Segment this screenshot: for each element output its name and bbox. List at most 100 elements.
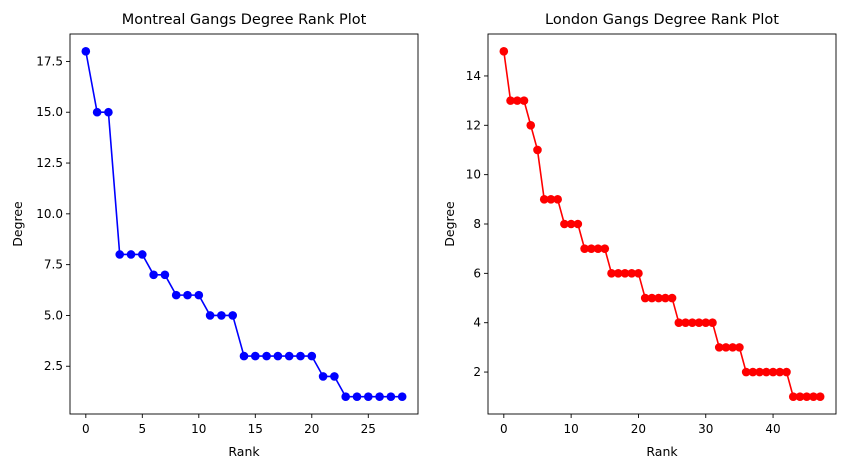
chart-title: Montreal Gangs Degree Rank Plot <box>122 12 367 28</box>
data-point <box>138 250 147 259</box>
data-point <box>708 318 717 328</box>
data-point <box>762 367 771 377</box>
data-point <box>735 343 744 352</box>
y-tick-label: 12.5 <box>36 156 63 170</box>
data-point <box>228 311 238 320</box>
data-point <box>775 367 785 377</box>
data-point <box>519 96 529 105</box>
data-point <box>149 270 158 280</box>
data-point <box>284 351 294 361</box>
data-point <box>782 367 791 377</box>
y-tick-label: 5.0 <box>44 308 63 322</box>
data-point <box>681 318 690 328</box>
data-point <box>499 46 509 56</box>
x-tick-label: 20 <box>631 422 646 436</box>
data-point <box>273 351 283 361</box>
x-axis-label: Rank <box>646 444 678 459</box>
x-tick-label: 40 <box>765 422 780 436</box>
data-point <box>239 351 249 361</box>
london-chart: London Gangs Degree Rank Plot Rank Degre… <box>442 12 837 459</box>
y-tick-label: 15.0 <box>36 105 63 119</box>
data-point <box>687 318 697 328</box>
x-tick-label: 15 <box>248 422 263 436</box>
data-point <box>613 269 623 278</box>
y-tick-label: 8 <box>473 217 481 231</box>
y-axis-label: Degree <box>442 201 457 247</box>
data-point <box>788 392 798 402</box>
data-point <box>674 318 684 328</box>
data-point <box>546 195 556 204</box>
y-tick-label: 14 <box>466 69 481 83</box>
data-point <box>262 351 271 361</box>
data-point <box>714 343 724 352</box>
data-point <box>341 392 350 402</box>
data-point <box>607 269 616 278</box>
data-point <box>553 195 562 204</box>
x-tick-label: 30 <box>698 422 713 436</box>
data-point <box>205 311 215 320</box>
data-point <box>721 343 731 352</box>
data-point <box>661 293 670 303</box>
data-point <box>566 219 576 229</box>
data-point <box>296 351 305 361</box>
x-tick-label: 25 <box>361 422 376 436</box>
data-point <box>580 244 589 253</box>
data-point <box>815 392 825 402</box>
data-point <box>640 293 650 303</box>
chart-title: London Gangs Degree Rank Plot <box>545 12 779 28</box>
x-axis-label: Rank <box>228 444 260 459</box>
x-tick-label: 0 <box>82 422 90 436</box>
data-point <box>250 351 260 361</box>
data-point <box>768 367 778 377</box>
data-point <box>375 392 384 402</box>
y-tick-label: 10 <box>466 168 481 182</box>
y-tick-label: 6 <box>473 266 481 280</box>
data-point <box>539 195 549 204</box>
data-point <box>217 311 226 320</box>
data-point <box>748 367 758 377</box>
data-point <box>307 351 317 361</box>
data-point <box>104 107 113 117</box>
data-point <box>573 219 583 229</box>
data-point <box>92 107 102 117</box>
data-point <box>533 145 542 155</box>
data-point <box>363 392 373 402</box>
data-point <box>81 46 91 56</box>
data-point <box>160 270 170 280</box>
data-point <box>654 293 663 303</box>
data-point <box>741 367 751 377</box>
data-point <box>194 290 204 300</box>
y-tick-label: 12 <box>466 118 481 132</box>
x-tick-label: 10 <box>563 422 578 436</box>
data-point <box>386 392 396 402</box>
data-point <box>318 372 328 381</box>
y-tick-label: 7.5 <box>44 258 63 272</box>
data-point <box>600 244 610 253</box>
data-point <box>526 120 536 130</box>
data-point <box>330 372 339 381</box>
data-point <box>593 244 603 253</box>
data-point <box>627 269 637 278</box>
data-point <box>171 290 181 300</box>
data-point <box>809 392 818 402</box>
data-point <box>634 269 643 278</box>
x-tick-label: 5 <box>138 422 146 436</box>
y-tick-label: 2.5 <box>44 359 63 373</box>
data-point <box>115 250 125 259</box>
data-point <box>647 293 657 303</box>
data-point <box>802 392 812 402</box>
x-tick-label: 0 <box>500 422 508 436</box>
data-point <box>126 250 136 259</box>
montreal-chart: Montreal Gangs Degree Rank Plot Rank Deg… <box>10 12 419 459</box>
data-point <box>512 96 522 105</box>
data-point <box>620 269 630 278</box>
data-point <box>755 367 764 377</box>
data-point <box>587 244 596 253</box>
data-point <box>560 219 569 229</box>
data-point <box>667 293 677 303</box>
data-point <box>701 318 711 328</box>
data-point <box>728 343 737 352</box>
x-tick-label: 20 <box>304 422 319 436</box>
